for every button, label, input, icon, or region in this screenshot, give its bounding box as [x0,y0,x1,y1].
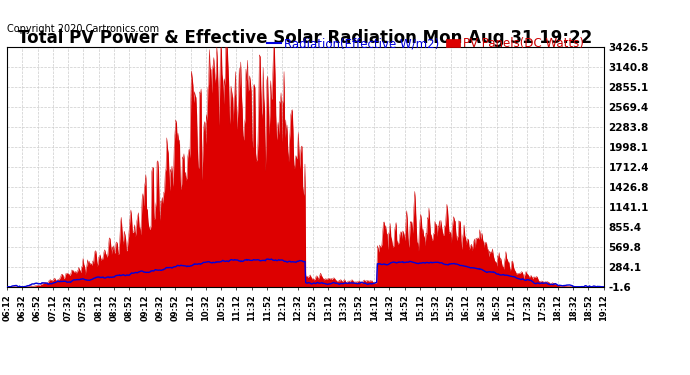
Title: Total PV Power & Effective Solar Radiation Mon Aug 31 19:22: Total PV Power & Effective Solar Radiati… [18,29,593,47]
Text: Copyright 2020 Cartronics.com: Copyright 2020 Cartronics.com [7,24,159,34]
Legend: Radiation(Effective W/m2), PV Panels(DC Watts): Radiation(Effective W/m2), PV Panels(DC … [262,32,589,55]
